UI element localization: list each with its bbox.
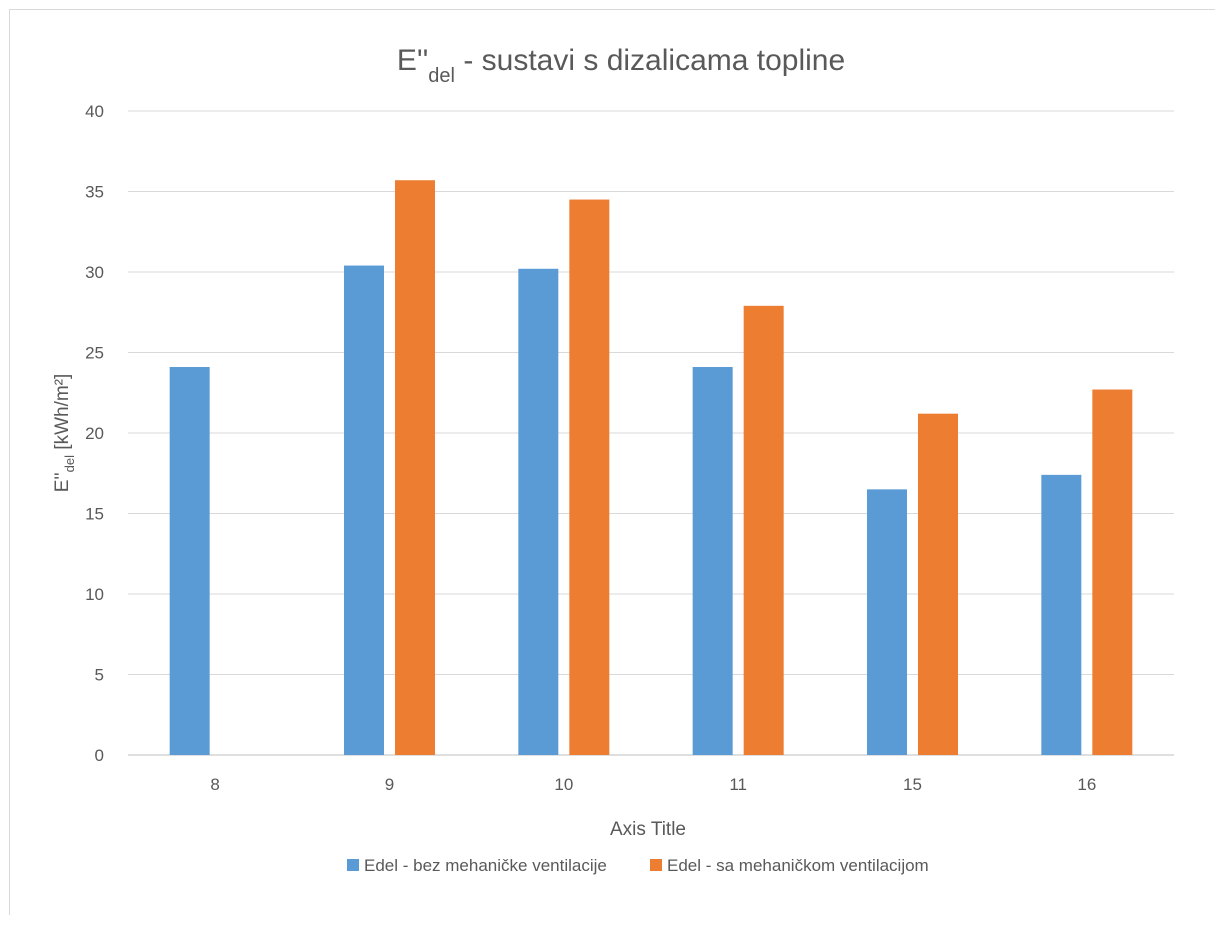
bar-sa-ventilacijom-9 bbox=[395, 180, 435, 756]
bar-sa-ventilacijom-15 bbox=[918, 413, 958, 755]
x-tick-label: 8 bbox=[210, 775, 219, 794]
legend-label: Edel - sa mehaničkom ventilacijom bbox=[667, 856, 929, 875]
x-tick-label: 16 bbox=[1077, 775, 1096, 794]
y-tick-labels: 0 5 10 15 20 25 30 35 40 bbox=[85, 102, 104, 765]
bar-bez-ventilacije-10 bbox=[518, 268, 559, 755]
bar-bez-ventilacije-11 bbox=[692, 366, 733, 755]
x-tick-label: 11 bbox=[729, 775, 747, 794]
chart-title: E''del - sustavi s dizalicama topline bbox=[397, 44, 845, 87]
y-tick-label: 0 bbox=[95, 746, 104, 765]
bar-bez-ventilacije-8 bbox=[169, 366, 210, 755]
y-axis-title: E''del [kWh/m²] bbox=[52, 374, 77, 493]
x-tick-label: 9 bbox=[385, 775, 394, 794]
bar-bez-ventilacije-9 bbox=[344, 265, 384, 755]
x-tick-label: 15 bbox=[903, 775, 922, 794]
chart-frame bbox=[9, 9, 1215, 915]
bar-sa-ventilacijom-11 bbox=[743, 305, 784, 755]
x-tick-labels: 8 9 10 11 15 16 bbox=[210, 775, 1096, 794]
x-tick-label: 10 bbox=[554, 775, 573, 794]
gridlines bbox=[128, 110, 1174, 756]
y-tick-label: 10 bbox=[85, 585, 104, 604]
y-tick-label: 15 bbox=[85, 505, 104, 524]
legend-label: Edel - bez mehaničke ventilacije bbox=[364, 856, 607, 875]
y-tick-label: 20 bbox=[85, 424, 104, 443]
legend-swatch bbox=[347, 859, 359, 871]
y-tick-label: 25 bbox=[85, 344, 104, 363]
legend-swatch bbox=[650, 859, 662, 871]
y-tick-label: 30 bbox=[85, 263, 104, 282]
y-tick-label: 5 bbox=[95, 666, 104, 685]
x-axis-title: Axis Title bbox=[610, 819, 686, 840]
y-tick-label: 40 bbox=[85, 102, 104, 121]
bar-sa-ventilacijom-16 bbox=[1092, 389, 1133, 755]
y-tick-label: 35 bbox=[85, 183, 104, 202]
bar-bez-ventilacije-15 bbox=[867, 489, 907, 755]
legend: Edel - bez mehaničke ventilacije Edel - s… bbox=[347, 856, 929, 875]
bar-sa-ventilacijom-10 bbox=[569, 199, 610, 756]
bar-bez-ventilacije-16 bbox=[1041, 474, 1082, 755]
bars bbox=[169, 180, 1133, 756]
